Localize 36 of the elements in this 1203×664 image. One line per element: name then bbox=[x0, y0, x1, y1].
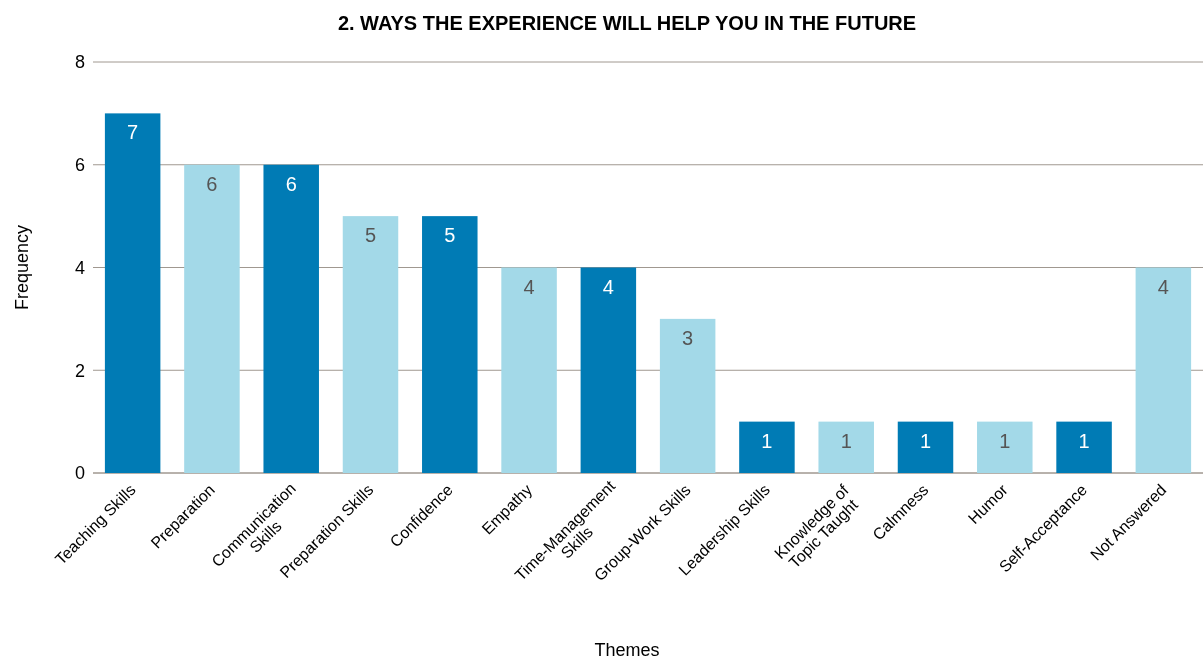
bar bbox=[342, 216, 399, 473]
y-tick-label: 0 bbox=[74, 463, 85, 484]
bar bbox=[659, 318, 716, 473]
bar bbox=[263, 164, 319, 473]
y-tick-label: 8 bbox=[74, 52, 85, 73]
data-label: 1 bbox=[840, 429, 852, 452]
data-label: 4 bbox=[602, 275, 614, 298]
bar bbox=[897, 421, 954, 473]
bar bbox=[422, 216, 478, 473]
data-label: 5 bbox=[444, 224, 456, 247]
bar bbox=[739, 421, 795, 473]
data-label: 3 bbox=[682, 326, 694, 349]
bar bbox=[818, 421, 874, 473]
y-tick-label: 4 bbox=[74, 257, 85, 278]
data-label: 4 bbox=[1157, 275, 1169, 298]
y-tick-label: 2 bbox=[74, 360, 85, 381]
bar bbox=[501, 267, 557, 473]
data-label: 1 bbox=[1078, 429, 1090, 452]
bar bbox=[1056, 421, 1112, 473]
y-tick-label: 6 bbox=[74, 155, 85, 176]
data-label: 4 bbox=[523, 275, 535, 298]
data-label: 1 bbox=[919, 429, 932, 452]
bar bbox=[580, 267, 637, 473]
bar bbox=[1135, 267, 1192, 473]
data-label: 1 bbox=[761, 429, 773, 452]
data-label: 1 bbox=[999, 429, 1011, 452]
bar bbox=[184, 164, 240, 473]
data-label: 6 bbox=[206, 172, 218, 195]
bar bbox=[104, 113, 161, 473]
data-label: 6 bbox=[285, 172, 297, 195]
chart-title: 2. WAYS THE EXPERIENCE WILL HELP YOU IN THE FUTURE bbox=[337, 12, 917, 34]
bar bbox=[977, 421, 1033, 473]
x-axis-title: Themes bbox=[594, 640, 660, 660]
data-label: 7 bbox=[127, 121, 139, 144]
y-axis-title: Frequency bbox=[12, 224, 32, 311]
data-label: 5 bbox=[364, 224, 377, 247]
